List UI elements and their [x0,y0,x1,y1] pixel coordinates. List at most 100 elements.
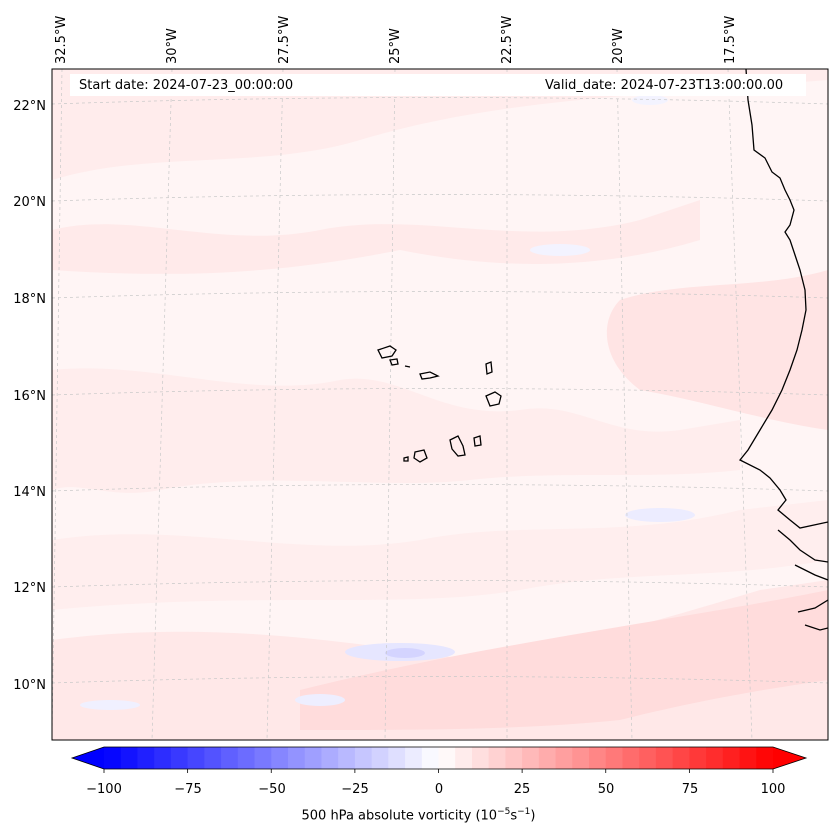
colorbar-label-unit: s [510,808,518,824]
colorbar-ticks: −100 −75 −50 −25 0 25 50 75 100 [86,782,785,797]
meridian-25w [384,69,396,740]
colorbar-segment [354,747,373,769]
start-date-label: Start date: 2024-07-23_00:00:00 [79,78,294,93]
island-santa-luzia [404,365,411,368]
colorbar-tick-label: 100 [761,782,786,797]
colorbar-segment [120,747,138,769]
colorbar-segment [739,747,757,769]
colorbar-label-exponent-1: −5 [497,807,511,817]
lat-label: 16°N [13,389,46,404]
lon-label: 25°W [388,28,403,64]
map-frame [51,68,829,741]
parallel-12n [52,580,828,588]
island-sao-vicente [389,358,399,366]
colorbar-segment [572,747,590,769]
colorbar-segment [388,747,406,769]
lon-label: 20°W [611,28,626,64]
colorbar-label-exponent-2: −1 [517,807,531,817]
parallel-14n [52,484,828,492]
colorbar-segment [505,747,523,769]
colorbar-segment [488,747,506,769]
longitude-labels: 32.5°W 30°W 27.5°W 25°W 22.5°W 20°W 17.5… [54,16,738,64]
island-santiago [449,435,466,457]
vorticity-field [52,69,828,740]
colorbar-segment [204,747,222,769]
lat-label: 22°N [13,99,46,114]
valid-date-label: Valid_date: 2024-07-23T13:00:00.00 [545,78,784,93]
lat-label: 18°N [13,292,46,307]
colorbar-segment [421,747,439,769]
meridian-27-5w [266,69,284,740]
colorbar-segment [104,747,122,769]
colorbar-extend-max [773,747,806,769]
colorbar-segment [555,747,573,769]
meridian-17-5w [727,69,753,740]
parallel-22n [52,97,828,105]
colorbar-segment [471,747,490,769]
parallel-16n [52,388,828,396]
meridian-32-5w [52,69,63,740]
lon-label: 32.5°W [54,16,69,64]
island-sao-nicolau [419,371,440,380]
colorbar-segment [170,747,189,769]
colorbar-segment [287,747,306,769]
colorbar-segment [254,747,272,769]
colorbar-segment [154,747,172,769]
latitude-labels: 22°N 20°N 18°N 16°N 14°N 12°N 10°N [13,99,46,693]
parallel-20n [52,194,828,202]
colorbar-tick-label: −100 [86,782,122,797]
coastlines [377,69,828,631]
colorbar-tick-label: −25 [341,782,368,797]
colorbar-segment [438,747,456,769]
colorbar [70,746,808,773]
island-sal [485,361,493,375]
colorbar-segment [655,747,674,769]
island-brava [403,456,409,462]
colorbar-segment [522,747,540,769]
colorbar-tick-label: −50 [258,782,285,797]
annotation-background [70,74,806,96]
colorbar-segment [237,747,256,769]
colorbar-extend-min [72,747,104,769]
colorbar-label: 500 hPa absolute vorticity (10−5s−1) [0,807,837,823]
colorbar-segment [672,747,690,769]
colorbar-segment [722,747,741,769]
colorbar-segment [187,747,205,769]
colorbar-segment [321,747,339,769]
colorbar-segment [622,747,640,769]
graticule [52,69,828,740]
colorbar-label-main: 500 hPa absolute vorticity (10 [301,808,498,824]
africa-coastline-south [777,529,828,631]
island-boa-vista [485,391,502,407]
colorbar-segment [455,747,473,769]
colorbar-tick-label: 50 [598,782,615,797]
colorbar-segment [405,747,423,769]
lon-label: 22.5°W [500,16,515,64]
lat-label: 10°N [13,678,46,693]
colorbar-segment [756,747,774,769]
parallel-18n [52,291,828,299]
parallel-10n [52,676,828,684]
colorbar-segment [689,747,707,769]
lat-label: 12°N [13,581,46,596]
colorbar-label-end: ) [530,808,536,824]
colorbar-segment [371,747,389,769]
meridian-20w [616,69,633,740]
colorbar-tick-label: −75 [174,782,201,797]
colorbar-segment [589,747,607,769]
island-santo-antao [377,345,397,359]
colorbar-segment [706,747,724,769]
colorbar-tick-label: 25 [514,782,531,797]
colorbar-tick-label: 0 [435,782,443,797]
meridian-30w [151,69,173,740]
lat-label: 14°N [13,485,46,500]
africa-coastline [738,69,828,529]
colorbar-segment [538,747,557,769]
colorbar-segment [271,747,289,769]
colorbar-segment [221,747,239,769]
colorbar-segment [338,747,356,769]
colorbar-segment [639,747,657,769]
colorbar-segment [137,747,155,769]
island-fogo [413,449,428,463]
